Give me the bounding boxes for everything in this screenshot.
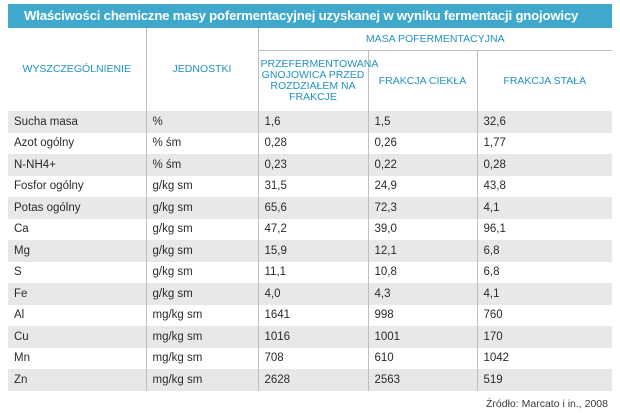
source-note: Źródło: Marcato i in., 2008 — [486, 398, 608, 410]
value-liquid-fraction: 72,3 — [367, 197, 477, 219]
value-liquid-fraction: 1,5 — [367, 111, 477, 133]
value-solid-fraction: 0,28 — [476, 154, 613, 176]
value-liquid-fraction: 0,26 — [367, 132, 477, 154]
value-solid-fraction: 32,6 — [476, 111, 613, 133]
value-liquid-fraction: 1001 — [367, 326, 477, 348]
header-fermented-slurry: PRZEFERMENTOWANA GNOJOWICA PRZED ROZDZIA… — [257, 50, 378, 111]
row-unit: g/kg sm — [145, 283, 258, 305]
row-unit: g/kg sm — [145, 261, 258, 283]
header-units: JEDNOSTKI — [145, 28, 258, 111]
value-fermented-slurry: 4,0 — [257, 283, 368, 305]
row-label: Ca — [8, 218, 146, 240]
value-liquid-fraction: 2563 — [367, 369, 477, 391]
value-solid-fraction: 43,8 — [476, 175, 613, 197]
row-unit: % śm — [145, 154, 258, 176]
row-label: Sucha masa — [8, 111, 146, 133]
value-solid-fraction: 1,77 — [476, 132, 613, 154]
value-solid-fraction: 6,8 — [476, 261, 613, 283]
row-unit: % — [145, 111, 258, 133]
row-label: Al — [8, 304, 146, 326]
value-liquid-fraction: 24,9 — [367, 175, 477, 197]
value-solid-fraction: 6,8 — [476, 240, 613, 262]
header-digestate-group: MASA POFERMENTACYJNA — [257, 28, 613, 51]
table-row: Mg g/kg sm 15,9 12,1 6,8 — [8, 240, 613, 262]
value-solid-fraction: 4,1 — [476, 197, 613, 219]
value-fermented-slurry: 47,2 — [257, 218, 368, 240]
table-row: Ca g/kg sm 47,2 39,0 96,1 — [8, 218, 613, 240]
value-solid-fraction: 170 — [476, 326, 613, 348]
value-fermented-slurry: 15,9 — [257, 240, 368, 262]
table-row: Sucha masa% 1,6 1,5 32,6 — [8, 111, 613, 133]
value-solid-fraction: 760 — [476, 304, 613, 326]
header-liquid-fraction: FRAKCJA CIEKŁA — [367, 50, 477, 111]
value-fermented-slurry: 1641 — [257, 304, 368, 326]
header-specification: WYSZCZEGÓLNIENIE — [8, 28, 146, 111]
table-row: Mn mg/kg sm 708 610 1042 — [8, 347, 613, 369]
row-unit: mg/kg sm — [145, 304, 258, 326]
row-label: Cu — [8, 326, 146, 348]
row-label: Zn — [8, 369, 146, 391]
row-label: Mg — [8, 240, 146, 262]
value-liquid-fraction: 12,1 — [367, 240, 477, 262]
row-label: Azot ogólny — [8, 132, 146, 154]
row-label: Potas ogólny — [8, 197, 146, 219]
value-fermented-slurry: 1016 — [257, 326, 368, 348]
row-unit: g/kg sm — [145, 197, 258, 219]
row-label: Fe — [8, 283, 146, 305]
value-fermented-slurry: 65,6 — [257, 197, 368, 219]
table-row: Fosfor ogólny g/kg sm 31,5 24,9 43,8 — [8, 175, 613, 197]
table-row: N-NH4+% śm 0,23 0,22 0,28 — [8, 154, 613, 176]
value-liquid-fraction: 610 — [367, 347, 477, 369]
header-solid-fraction: FRAKCJA STAŁA — [476, 50, 613, 111]
row-unit: mg/kg sm — [145, 347, 258, 369]
value-solid-fraction: 519 — [476, 369, 613, 391]
value-fermented-slurry: 708 — [257, 347, 368, 369]
row-label: Mn — [8, 347, 146, 369]
table-title: Właściwości chemiczne masy pofermentacyj… — [8, 4, 612, 28]
value-solid-fraction: 1042 — [476, 347, 613, 369]
row-label: S — [8, 261, 146, 283]
row-unit: g/kg sm — [145, 240, 258, 262]
value-fermented-slurry: 31,5 — [257, 175, 368, 197]
value-fermented-slurry: 0,28 — [257, 132, 368, 154]
data-table: WYSZCZEGÓLNIENIE JEDNOSTKI MASA POFERMEN… — [8, 28, 613, 391]
value-liquid-fraction: 39,0 — [367, 218, 477, 240]
value-liquid-fraction: 10,8 — [367, 261, 477, 283]
value-fermented-slurry: 0,23 — [257, 154, 368, 176]
table-row: Potas ogólny g/kg sm 65,6 72,3 4,1 — [8, 197, 613, 219]
row-unit: g/kg sm — [145, 175, 258, 197]
value-liquid-fraction: 4,3 — [367, 283, 477, 305]
value-solid-fraction: 4,1 — [476, 283, 613, 305]
table-row: Azot ogólny% śm 0,28 0,26 1,77 — [8, 132, 613, 154]
table-row: Al mg/kg sm 1641 998 760 — [8, 304, 613, 326]
table-row: Cu mg/kg sm 1016 1001 170 — [8, 326, 613, 348]
table-row: Zn mg/kg sm 2628 2563 519 — [8, 369, 613, 391]
value-solid-fraction: 96,1 — [476, 218, 613, 240]
row-unit: % śm — [145, 132, 258, 154]
table-row: Fe g/kg sm 4,0 4,3 4,1 — [8, 283, 613, 305]
row-unit: mg/kg sm — [145, 326, 258, 348]
value-liquid-fraction: 998 — [367, 304, 477, 326]
value-liquid-fraction: 0,22 — [367, 154, 477, 176]
row-unit: mg/kg sm — [145, 369, 258, 391]
row-label: N-NH4+ — [8, 154, 146, 176]
value-fermented-slurry: 1,6 — [257, 111, 368, 133]
value-fermented-slurry: 2628 — [257, 369, 368, 391]
row-label: Fosfor ogólny — [8, 175, 146, 197]
row-unit: g/kg sm — [145, 218, 258, 240]
value-fermented-slurry: 11,1 — [257, 261, 368, 283]
